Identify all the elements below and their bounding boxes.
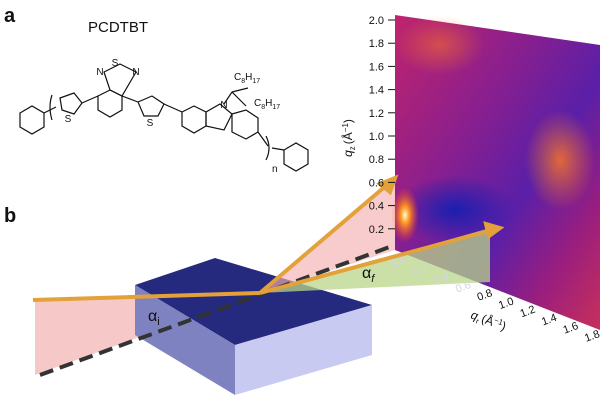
side-chain: C8H17	[254, 98, 280, 111]
qr-tick-label: 1.2	[519, 304, 537, 321]
repeat-index: n	[272, 164, 278, 175]
qz-tick-label: 2.0	[369, 15, 384, 27]
atom: N	[132, 67, 139, 78]
atom: S	[147, 118, 154, 129]
polymer-name: PCDTBT	[88, 19, 148, 36]
qz-tick-label: 1.8	[369, 38, 384, 50]
qr-tick-label: 1.4	[540, 312, 558, 329]
qz-tick-label: 1.4	[369, 85, 384, 97]
figure: a PCDTBT S N N S S S N n C8H17 C8H17	[0, 0, 600, 401]
qz-tick-label: 0.4	[369, 201, 384, 213]
qz-axis-label: qz(Å−1)	[340, 119, 357, 157]
qz-tick-label: 1.6	[369, 61, 384, 73]
atom: S	[65, 114, 72, 125]
qz-tick-label: 1.0	[369, 131, 384, 143]
qz-tick-label: 0.2	[369, 224, 384, 236]
molecule	[20, 64, 308, 171]
qr-tick-label: 0.8	[476, 287, 494, 304]
qr-tick-label: 1.0	[497, 295, 515, 312]
qz-tick-label: 1.2	[369, 108, 384, 120]
qz-tick-label: 0.8	[369, 154, 384, 166]
qz-tick-label: 0.6	[369, 177, 384, 189]
side-chain: C8H17	[234, 72, 260, 85]
qr-tick-label: 1.6	[562, 320, 580, 337]
panel-label: a	[4, 5, 16, 27]
qr-tick-label: 1.8	[583, 328, 600, 345]
atom: S	[112, 58, 119, 69]
atom: N	[220, 100, 227, 111]
panel-label: b	[4, 205, 16, 227]
atom: N	[96, 67, 103, 78]
